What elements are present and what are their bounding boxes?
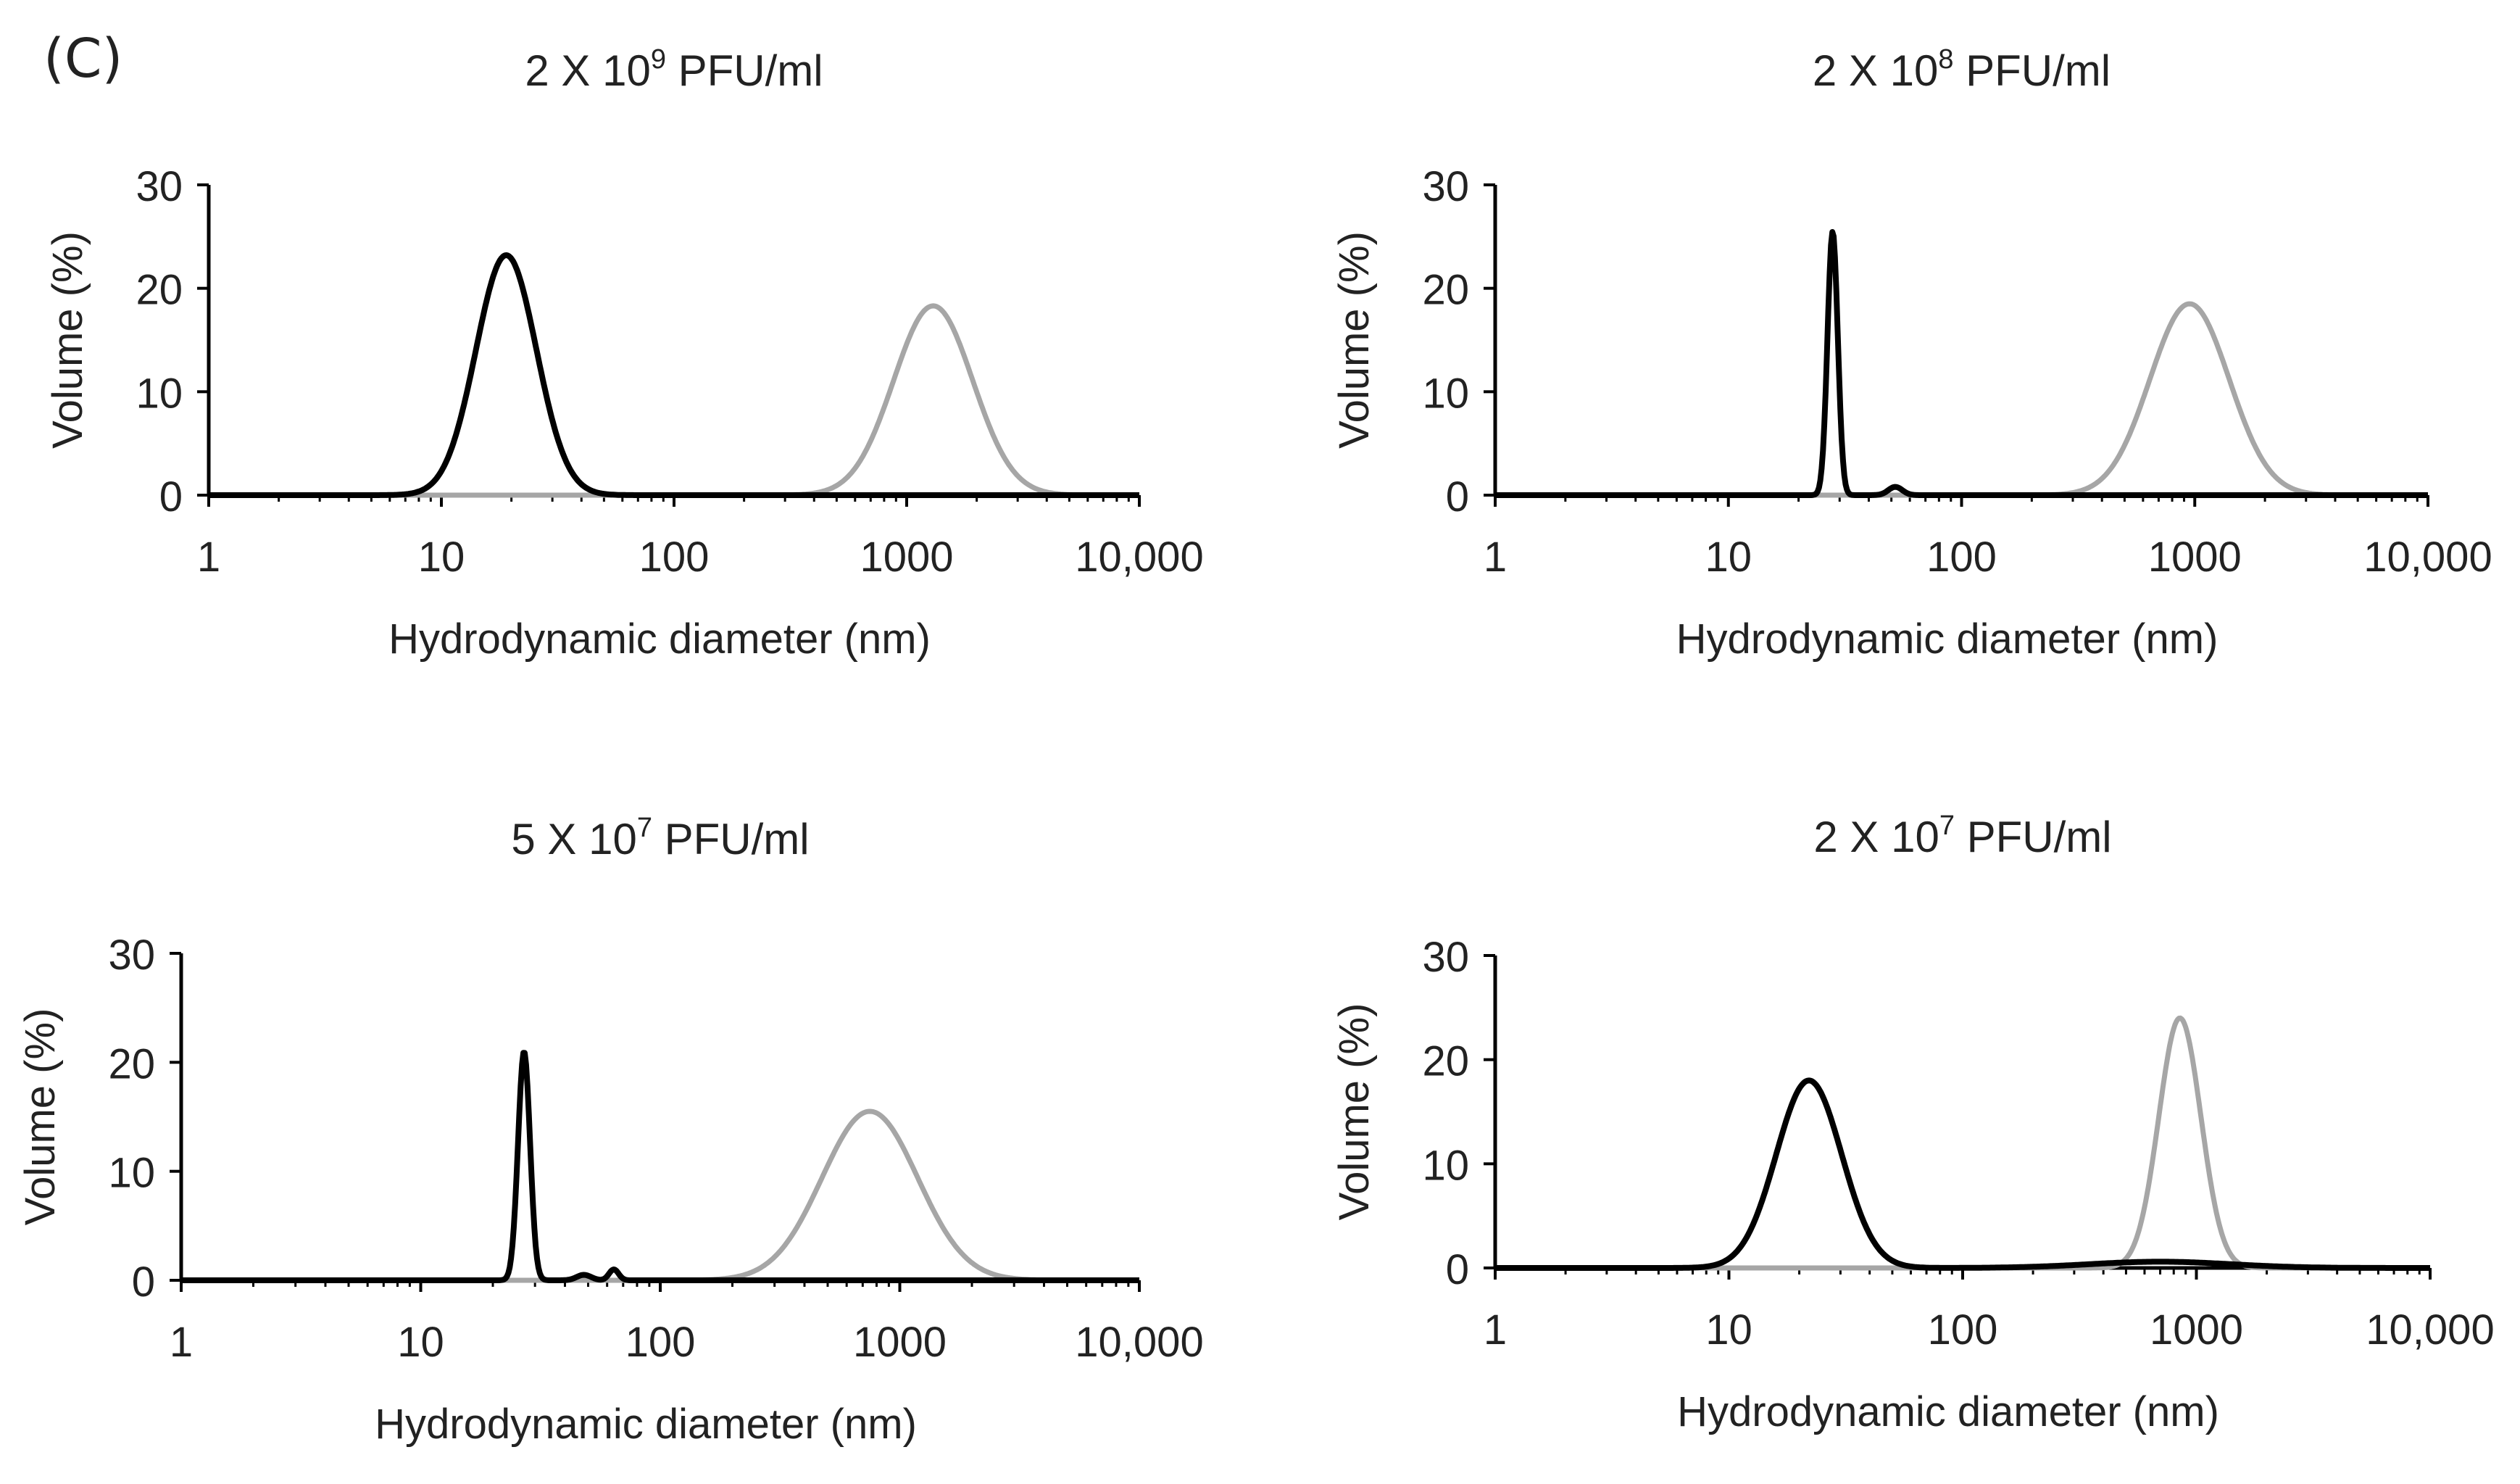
- x-tick-label: 10,000: [1075, 1319, 1203, 1366]
- y-tick-label: 0: [1446, 473, 1469, 521]
- y-axis-label: Volume (%): [17, 1008, 64, 1226]
- x-tick-label: 1000: [2148, 534, 2242, 581]
- x-tick-label: 1: [170, 1319, 193, 1366]
- chart-2x10e9: 2 X 109 PFU/ml 0 10 20 30 1 10 100 1000 10,000 Hyd…: [44, 44, 1204, 663]
- x-tick-label: 1000: [2150, 1306, 2243, 1354]
- y-tick-label: 10: [136, 370, 183, 417]
- series-line-black: [179, 1050, 1142, 1283]
- x-axis-label: Hydrodynamic diameter (nm): [1677, 1388, 2219, 1435]
- x-tick-label: 1000: [860, 534, 953, 581]
- y-tick-label: 0: [132, 1259, 155, 1306]
- chart-title-unit: PFU/ml: [666, 46, 823, 95]
- y-tick-label: 20: [136, 267, 183, 314]
- x-tick-label: 10,000: [2366, 1306, 2494, 1354]
- chart-title-unit: PFU/ml: [1955, 813, 2112, 861]
- x-tick-label: 10: [397, 1319, 444, 1366]
- y-tick-label: 10: [108, 1150, 155, 1197]
- y-tick-label: 30: [136, 163, 183, 210]
- y-tick-label: 20: [1422, 267, 1469, 314]
- chart-title-base: 2 X 10: [1813, 46, 1938, 95]
- series-line-black: [1493, 229, 2430, 498]
- series-line-gray: [1494, 301, 2429, 498]
- series-line-black: [207, 252, 1142, 498]
- series-line-gray: [207, 303, 1141, 498]
- y-axis-label: Volume (%): [1331, 231, 1378, 449]
- chart-title-unit: PFU/ml: [1953, 46, 2111, 95]
- chart-title-exponent: 9: [651, 44, 666, 75]
- chart-title-exponent: 7: [637, 813, 652, 843]
- x-tick-label: 1: [1484, 534, 1507, 581]
- x-axis-label: Hydrodynamic diameter (nm): [388, 615, 931, 663]
- x-tick-label: 100: [1928, 1306, 1998, 1354]
- x-tick-label: 1: [1484, 1306, 1507, 1354]
- chart-title-base: 5 X 10: [511, 815, 636, 863]
- x-tick-label: 10: [1705, 534, 1752, 581]
- chart-title-exponent: 7: [1939, 811, 1955, 841]
- y-tick-label: 20: [108, 1040, 155, 1087]
- x-tick-label: 10: [1705, 1306, 1752, 1354]
- series-line-gray: [180, 1108, 1141, 1283]
- y-tick-label: 30: [108, 932, 155, 979]
- y-tick-label: 30: [1422, 934, 1469, 981]
- chart-title-base: 2 X 10: [1813, 813, 1939, 861]
- chart-title: 2 X 109 PFU/ml: [525, 44, 823, 95]
- chart-2x10e8: 2 X 108 PFU/ml 0 10 20 30 1 10 100 1000 10,000 Hyd…: [1331, 44, 2492, 663]
- y-tick-label: 10: [1422, 1142, 1469, 1189]
- x-tick-label: 10,000: [1075, 534, 1203, 581]
- panel-label: (C): [43, 28, 123, 90]
- x-axis-label: Hydrodynamic diameter (nm): [375, 1401, 917, 1448]
- y-tick-label: 0: [159, 473, 183, 521]
- chart-title: 2 X 107 PFU/ml: [1813, 811, 2111, 861]
- chart-title-exponent: 8: [1938, 44, 1953, 75]
- series-line-black: [1493, 1077, 2432, 1271]
- x-tick-label: 100: [625, 1319, 696, 1366]
- y-axis-label: Volume (%): [44, 231, 91, 449]
- x-tick-label: 100: [1926, 534, 1997, 581]
- x-tick-label: 1: [197, 534, 220, 581]
- x-tick-label: 100: [639, 534, 710, 581]
- chart-2x10e7: 2 X 107 PFU/ml 0 10 20 30 1 10 100 1000 10,000 Hyd…: [1331, 811, 2495, 1435]
- chart-5x10e7: 5 X 107 PFU/ml 0 10 20 30 1 10 100 1000 10,000 Hyd…: [17, 813, 1204, 1448]
- chart-title: 5 X 107 PFU/ml: [511, 813, 809, 863]
- x-tick-label: 10: [418, 534, 465, 581]
- series-line-gray: [1494, 1015, 2432, 1271]
- y-tick-label: 10: [1422, 370, 1469, 417]
- chart-title-base: 2 X 10: [525, 46, 650, 95]
- y-tick-label: 20: [1422, 1038, 1469, 1085]
- chart-title: 2 X 108 PFU/ml: [1813, 44, 2111, 95]
- y-tick-label: 0: [1446, 1246, 1469, 1293]
- y-tick-label: 30: [1422, 163, 1469, 210]
- y-axis-label: Volume (%): [1331, 1003, 1378, 1221]
- x-tick-label: 10,000: [2363, 534, 2492, 581]
- chart-title-unit: PFU/ml: [652, 815, 810, 863]
- x-axis-label: Hydrodynamic diameter (nm): [1676, 615, 2218, 663]
- x-tick-label: 1000: [853, 1319, 947, 1366]
